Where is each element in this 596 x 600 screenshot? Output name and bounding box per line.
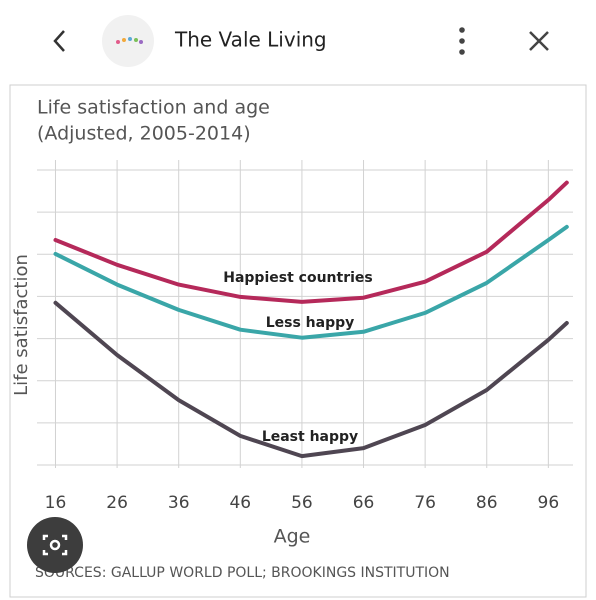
back-button[interactable]	[53, 30, 65, 52]
x-tick-label: 86	[476, 493, 498, 513]
y-axis-label: Life satisfaction	[11, 254, 32, 396]
x-tick-label: 76	[414, 493, 436, 513]
x-tick-label: 36	[168, 493, 190, 513]
series-line	[53, 300, 569, 459]
chart-title: Life satisfaction and age	[37, 97, 270, 119]
menu-button[interactable]	[459, 27, 465, 55]
header-bar	[0, 0, 596, 82]
x-axis-label: Age	[274, 526, 311, 548]
logo-mark	[116, 37, 143, 44]
lens-icon	[42, 534, 68, 556]
lens-button[interactable]	[27, 517, 83, 573]
x-tick-label: 26	[106, 493, 128, 513]
x-tick-label: 96	[538, 493, 560, 513]
x-tick-label: 56	[291, 493, 313, 513]
site-logo	[102, 15, 154, 67]
chart-subtitle: (Adjusted, 2005-2014)	[37, 123, 251, 145]
source-note: SOURCES: GALLUP WORLD POLL; BROOKINGS IN…	[35, 565, 450, 581]
site-title: The Vale Living	[174, 28, 327, 52]
image-frame	[9, 84, 587, 598]
x-tick-label: 46	[229, 493, 251, 513]
series-label: Least happy	[262, 429, 358, 445]
x-tick-label: 66	[353, 493, 375, 513]
series-line	[53, 180, 569, 304]
series-label: Happiest countries	[223, 270, 372, 286]
series-line	[53, 224, 569, 340]
close-button[interactable]	[529, 31, 549, 51]
x-tick-label: 16	[45, 493, 67, 513]
series-label: Less happy	[266, 315, 355, 331]
